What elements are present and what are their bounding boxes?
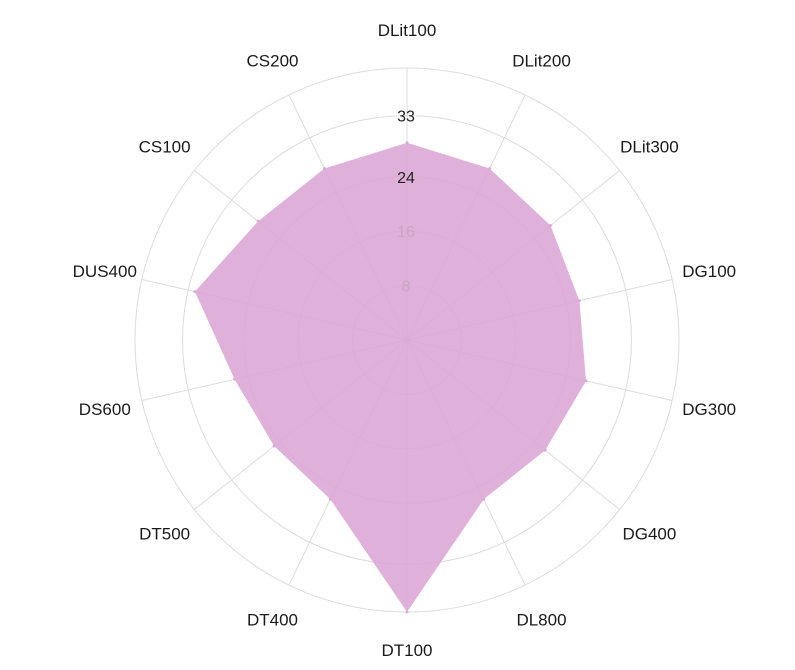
data-point bbox=[577, 299, 581, 303]
data-point bbox=[549, 224, 552, 227]
category-label: DL800 bbox=[516, 610, 566, 629]
radial-tick-label: 24 bbox=[397, 170, 415, 187]
axis-labels: DLit100 DLit200 DLit300 DG100 DG300 DG400 DL80… bbox=[73, 21, 736, 660]
category-label: DS600 bbox=[79, 400, 131, 419]
category-label: DT400 bbox=[247, 610, 298, 629]
data-point bbox=[193, 290, 197, 294]
data-point bbox=[322, 167, 326, 170]
category-label: CS100 bbox=[139, 138, 191, 157]
category-label: DLit200 bbox=[512, 52, 571, 71]
radial-tick-label: 8 bbox=[402, 279, 411, 296]
tick-labels: 8 16 24 33 bbox=[397, 109, 415, 296]
data-point bbox=[405, 141, 409, 145]
radial-tick-label: 33 bbox=[397, 109, 415, 126]
data-point bbox=[405, 610, 409, 614]
category-label: DT500 bbox=[139, 524, 190, 543]
category-label: DG300 bbox=[682, 400, 736, 419]
data-point bbox=[488, 167, 492, 170]
category-label: DUS400 bbox=[73, 262, 137, 281]
data-point bbox=[328, 497, 332, 501]
category-label: DG400 bbox=[622, 524, 676, 543]
radial-tick-label: 16 bbox=[397, 224, 415, 241]
data-point bbox=[482, 497, 486, 501]
data-layer bbox=[193, 141, 588, 614]
data-point bbox=[584, 379, 588, 383]
category-label: CS200 bbox=[247, 52, 299, 71]
category-label: DT100 bbox=[381, 641, 432, 660]
data-point bbox=[233, 377, 237, 381]
data-point bbox=[543, 448, 547, 452]
data-point bbox=[272, 444, 276, 448]
category-label: DG100 bbox=[682, 262, 736, 281]
series-area bbox=[194, 142, 586, 613]
category-label: DLit100 bbox=[378, 21, 437, 40]
data-point bbox=[256, 219, 260, 223]
category-label: DLit300 bbox=[620, 138, 679, 157]
